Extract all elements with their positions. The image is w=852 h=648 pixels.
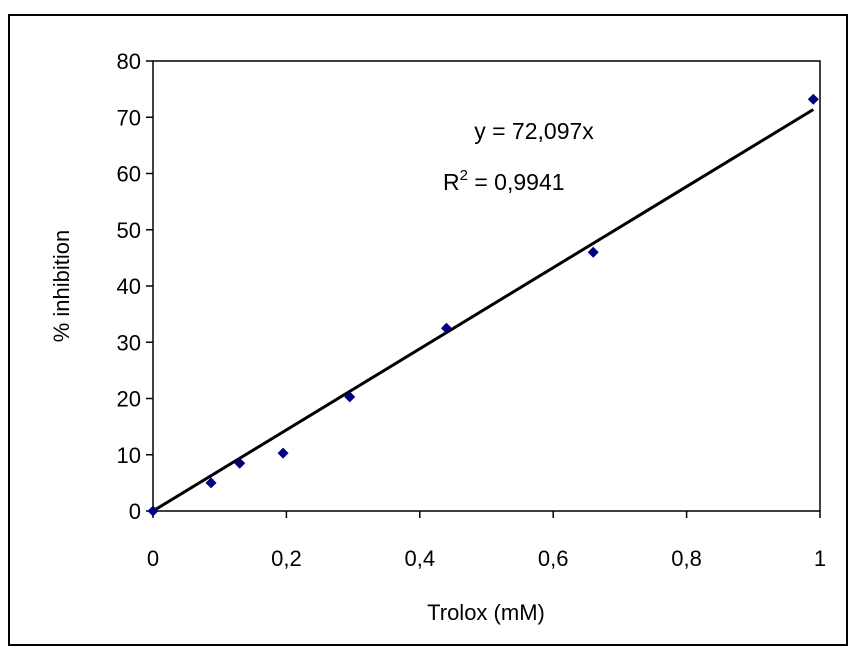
- chart-frame: [8, 14, 848, 646]
- x-tick-label: 0,6: [538, 546, 569, 571]
- y-tick-label: 70: [117, 105, 141, 130]
- data-point: [234, 457, 246, 469]
- r2-superscript: 2: [460, 167, 468, 184]
- x-tick-label: 0,8: [671, 546, 702, 571]
- y-tick-label: 60: [117, 162, 141, 187]
- r2-prefix: R: [443, 169, 460, 195]
- y-axis-title: % inhibition: [49, 230, 74, 343]
- data-point: [277, 447, 289, 459]
- x-axis: 0 0,2 0,4 0,6 0,8 1: [147, 511, 826, 571]
- x-tick-label: 1: [814, 546, 826, 571]
- y-tick-label: 40: [117, 274, 141, 299]
- x-tick-label: 0: [147, 546, 159, 571]
- data-point: [440, 322, 452, 334]
- r-squared-label: R2 = 0,9941: [443, 167, 565, 195]
- data-point: [205, 477, 217, 489]
- y-tick-label: 0: [129, 499, 141, 524]
- y-tick-label: 80: [117, 49, 141, 74]
- r2-value: = 0,9941: [468, 169, 565, 195]
- y-tick-label: 20: [117, 387, 141, 412]
- y-tick-label: 50: [117, 218, 141, 243]
- equation-label: y = 72,097x: [474, 118, 594, 144]
- y-axis: 0 10 20 30 40 50 60 70 80: [117, 49, 153, 524]
- y-tick-label: 30: [117, 330, 141, 355]
- x-axis-title: Trolox (mM): [427, 600, 545, 625]
- data-point: [587, 246, 599, 258]
- trendline: [152, 108, 815, 513]
- data-series: [147, 93, 819, 517]
- y-tick-label: 10: [117, 443, 141, 468]
- data-point: [344, 391, 356, 403]
- data-point: [807, 93, 819, 105]
- x-tick-label: 0,4: [405, 546, 436, 571]
- x-tick-label: 0,2: [271, 546, 302, 571]
- data-point: [147, 505, 159, 517]
